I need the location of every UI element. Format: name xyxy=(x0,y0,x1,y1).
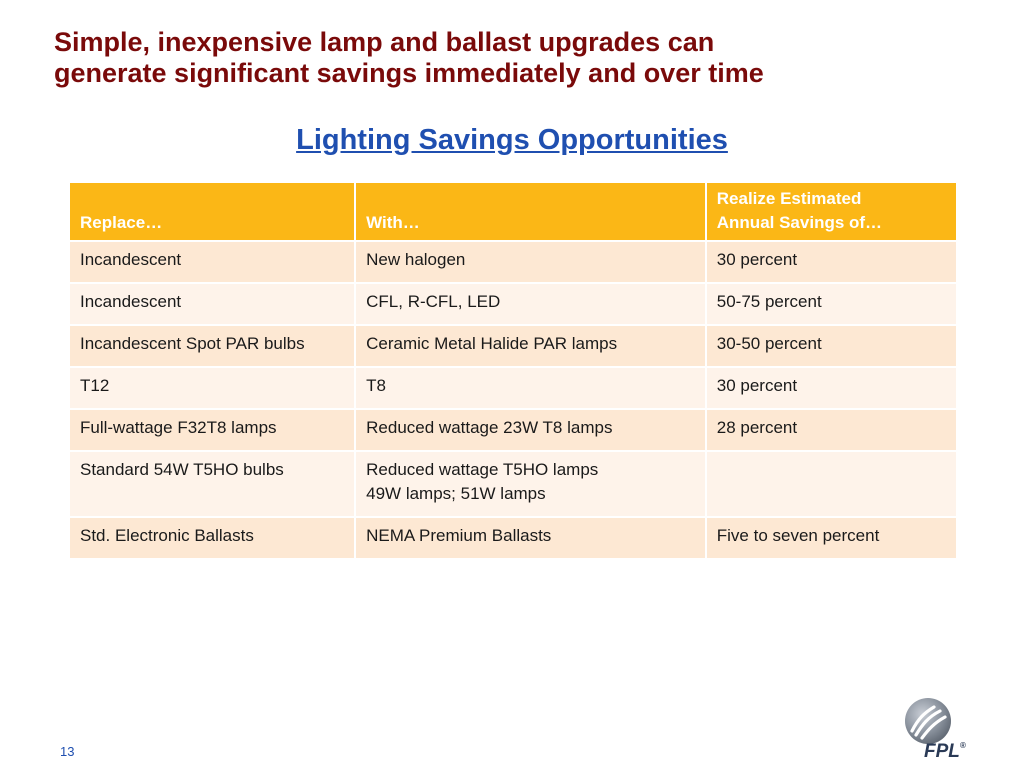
header-savings: Realize Estimated Annual Savings of… xyxy=(704,181,959,242)
header-savings-line-1: Realize Estimated xyxy=(716,189,862,208)
cell-replace: Standard 54W T5HO bulbs xyxy=(67,450,357,518)
table-row: Incandescent New halogen 30 percent xyxy=(67,240,959,284)
header-savings-line-2: Annual Savings of… xyxy=(716,213,883,232)
table-row: Standard 54W T5HO bulbs Reduced wattage … xyxy=(67,450,959,518)
slide-title-line-2: generate significant savings immediately… xyxy=(54,58,764,88)
cell-with: CFL, R-CFL, LED xyxy=(354,282,707,326)
cell-with-line-2: 49W lamps; 51W lamps xyxy=(366,484,546,503)
cell-savings: 30 percent xyxy=(704,240,959,284)
cell-replace: Std. Electronic Ballasts xyxy=(67,516,357,560)
table-row: Std. Electronic Ballasts NEMA Premium Ba… xyxy=(67,516,959,560)
cell-replace: Incandescent xyxy=(67,282,357,326)
cell-savings: 30-50 percent xyxy=(704,324,959,368)
table-header-row: Replace… With… Realize Estimated Annual … xyxy=(67,181,959,242)
cell-savings: 30 percent xyxy=(704,366,959,410)
cell-savings: 50-75 percent xyxy=(704,282,959,326)
fpl-logo: FPL® xyxy=(900,697,980,763)
cell-with: Ceramic Metal Halide PAR lamps xyxy=(354,324,707,368)
cell-replace: Incandescent Spot PAR bulbs xyxy=(67,324,357,368)
fpl-logo-wordmark: FPL xyxy=(924,741,960,762)
cell-replace: T12 xyxy=(67,366,357,410)
table-row: T12 T8 30 percent xyxy=(67,366,959,410)
cell-savings xyxy=(704,450,959,518)
cell-with: Reduced wattage 23W T8 lamps xyxy=(354,408,707,452)
fpl-logo-text: FPL® xyxy=(924,741,966,763)
table-row: Full-wattage F32T8 lamps Reduced wattage… xyxy=(67,408,959,452)
cell-savings: Five to seven percent xyxy=(704,516,959,560)
header-replace: Replace… xyxy=(67,181,357,242)
cell-savings: 28 percent xyxy=(704,408,959,452)
table-row: Incandescent CFL, R-CFL, LED 50-75 perce… xyxy=(67,282,959,326)
page-number: 13 xyxy=(60,744,75,759)
fpl-logo-icon xyxy=(905,698,951,744)
cell-replace: Incandescent xyxy=(67,240,357,284)
cell-with: Reduced wattage T5HO lamps 49W lamps; 51… xyxy=(354,450,707,518)
cell-with: T8 xyxy=(354,366,707,410)
cell-with: New halogen xyxy=(354,240,707,284)
registered-mark: ® xyxy=(959,741,966,750)
table-title: Lighting Savings Opportunities xyxy=(296,124,728,156)
table-row: Incandescent Spot PAR bulbs Ceramic Meta… xyxy=(67,324,959,368)
slide-title: Simple, inexpensive lamp and ballast upg… xyxy=(54,27,954,89)
cell-with: NEMA Premium Ballasts xyxy=(354,516,707,560)
lighting-savings-table: Replace… With… Realize Estimated Annual … xyxy=(67,181,959,560)
cell-replace: Full-wattage F32T8 lamps xyxy=(67,408,357,452)
slide-title-line-1: Simple, inexpensive lamp and ballast upg… xyxy=(54,27,715,57)
cell-with-line-1: Reduced wattage T5HO lamps xyxy=(366,460,599,479)
header-with: With… xyxy=(354,181,707,242)
